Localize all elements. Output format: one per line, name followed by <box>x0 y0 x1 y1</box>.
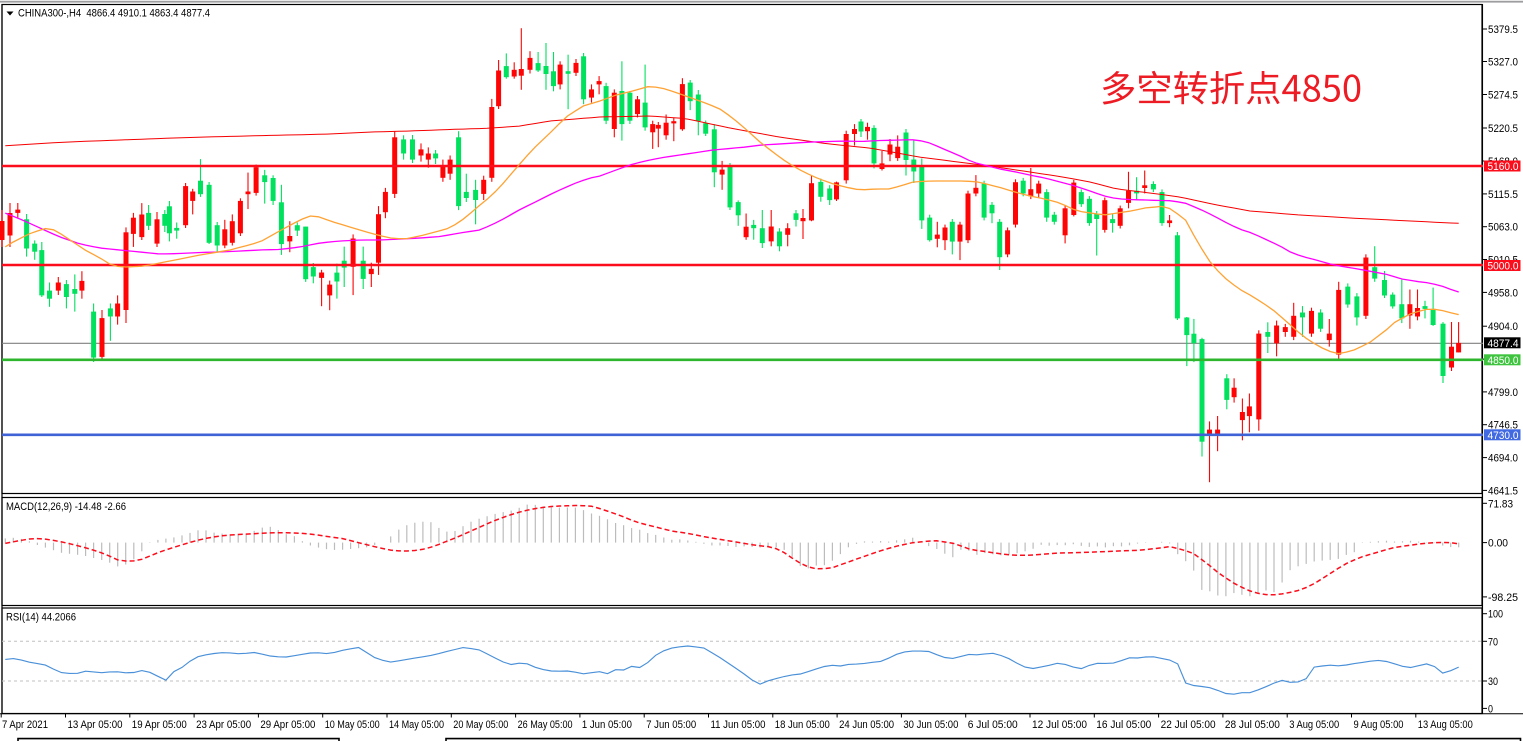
svg-text:4850.0: 4850.0 <box>1488 355 1519 367</box>
svg-text:5220.5: 5220.5 <box>1488 123 1518 135</box>
svg-text:4694.0: 4694.0 <box>1488 453 1518 465</box>
svg-text:0.00: 0.00 <box>1488 538 1508 550</box>
svg-text:22 Jul 05:00: 22 Jul 05:00 <box>1161 719 1216 731</box>
svg-text:19 Apr 05:00: 19 Apr 05:00 <box>132 719 187 731</box>
svg-text:4904.0: 4904.0 <box>1488 321 1518 333</box>
svg-text:28 Jul 05:00: 28 Jul 05:00 <box>1225 719 1280 731</box>
svg-text:4958.0: 4958.0 <box>1488 287 1518 299</box>
svg-text:1 Jun 05:00: 1 Jun 05:00 <box>582 719 632 731</box>
svg-text:30 Jun 05:00: 30 Jun 05:00 <box>903 719 958 731</box>
svg-text:5063.0: 5063.0 <box>1488 222 1518 234</box>
svg-text:4641.5: 4641.5 <box>1488 485 1518 497</box>
svg-text:3 Aug 05:00: 3 Aug 05:00 <box>1289 719 1339 731</box>
svg-text:30: 30 <box>1488 676 1498 688</box>
svg-text:CHINA300-,H4 4866.4 4910.1 48: CHINA300-,H4 4866.4 4910.1 4863.4 4877.4 <box>18 8 210 20</box>
svg-text:12 Jul 05:00: 12 Jul 05:00 <box>1032 719 1087 731</box>
svg-text:26 May 05:00: 26 May 05:00 <box>518 719 573 731</box>
svg-text:7 Jun 05:00: 7 Jun 05:00 <box>646 719 696 731</box>
svg-text:5379.5: 5379.5 <box>1488 24 1518 36</box>
svg-text:13 Apr 05:00: 13 Apr 05:00 <box>68 719 123 731</box>
svg-text:29 Apr 05:00: 29 Apr 05:00 <box>260 719 315 731</box>
svg-text:16 Jul 05:00: 16 Jul 05:00 <box>1096 719 1151 731</box>
svg-text:11 Jun 05:00: 11 Jun 05:00 <box>711 719 766 731</box>
svg-text:70: 70 <box>1488 636 1498 648</box>
svg-text:13 Aug 05:00: 13 Aug 05:00 <box>1418 719 1473 731</box>
svg-text:RSI(14) 44.2066: RSI(14) 44.2066 <box>6 612 76 624</box>
svg-text:20 May 05:00: 20 May 05:00 <box>453 719 508 731</box>
svg-text:100: 100 <box>1488 609 1503 621</box>
svg-text:71.83: 71.83 <box>1488 498 1513 510</box>
svg-text:4730.0: 4730.0 <box>1488 430 1519 442</box>
svg-text:14 May 05:00: 14 May 05:00 <box>389 719 444 731</box>
svg-text:MACD(12,26,9) -14.48 -2.66: MACD(12,26,9) -14.48 -2.66 <box>6 501 126 513</box>
svg-text:18 Jun 05:00: 18 Jun 05:00 <box>775 719 830 731</box>
svg-text:5327.0: 5327.0 <box>1488 57 1518 69</box>
svg-text:7 Apr 2021: 7 Apr 2021 <box>2 719 48 731</box>
svg-text:5115.5: 5115.5 <box>1488 189 1518 201</box>
svg-text:6 Jul 05:00: 6 Jul 05:00 <box>968 719 1018 731</box>
svg-text:23 Apr 05:00: 23 Apr 05:00 <box>196 719 251 731</box>
svg-text:5000.0: 5000.0 <box>1488 261 1519 273</box>
svg-text:9 Aug 05:00: 9 Aug 05:00 <box>1354 719 1404 731</box>
svg-text:10 May 05:00: 10 May 05:00 <box>325 719 380 731</box>
svg-text:5274.5: 5274.5 <box>1488 90 1518 102</box>
svg-text:4877.4: 4877.4 <box>1488 338 1519 350</box>
svg-text:24 Jun 05:00: 24 Jun 05:00 <box>839 719 894 731</box>
svg-text:0: 0 <box>1488 703 1493 715</box>
svg-text:4799.0: 4799.0 <box>1488 387 1518 399</box>
svg-text:4746.5: 4746.5 <box>1488 420 1518 432</box>
svg-text:-98.25: -98.25 <box>1488 592 1518 604</box>
svg-text:5160.0: 5160.0 <box>1488 161 1519 173</box>
